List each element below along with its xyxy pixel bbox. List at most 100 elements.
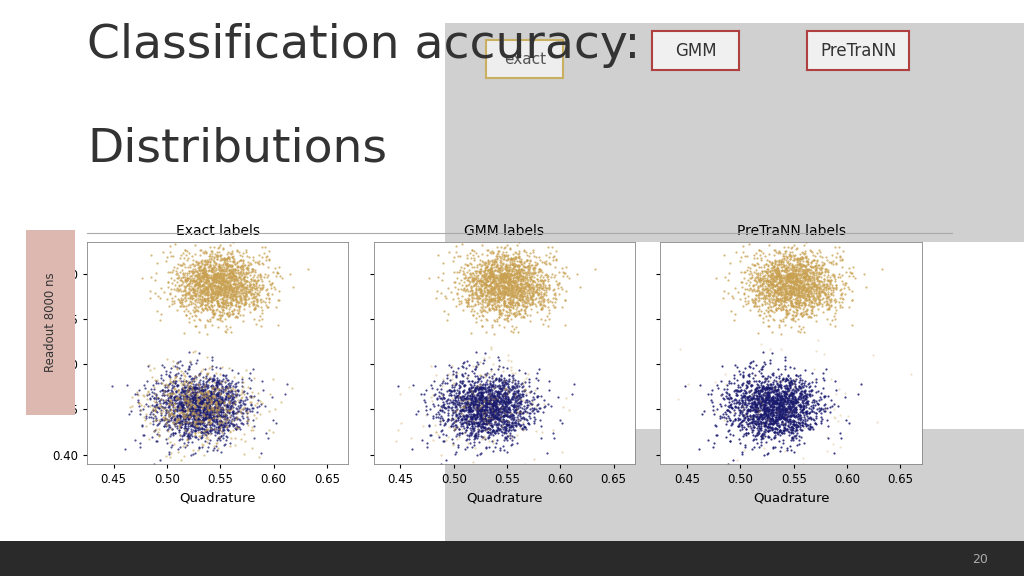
Point xyxy=(509,291,525,301)
Point xyxy=(453,298,469,307)
Point xyxy=(211,376,227,385)
Point xyxy=(205,388,221,397)
Point xyxy=(485,397,502,406)
Point xyxy=(792,310,808,319)
Point xyxy=(185,407,202,416)
Point xyxy=(195,280,211,289)
Point xyxy=(732,252,749,261)
Point xyxy=(157,412,173,422)
Point xyxy=(738,377,755,386)
Point xyxy=(516,259,532,268)
Point xyxy=(198,387,214,396)
Point xyxy=(827,282,844,291)
Point xyxy=(468,286,484,295)
Point xyxy=(206,374,222,384)
Point xyxy=(751,424,767,433)
Point xyxy=(171,402,187,411)
Point xyxy=(481,247,498,256)
Point xyxy=(743,271,760,280)
Point xyxy=(204,405,220,414)
Point xyxy=(222,272,239,281)
Point xyxy=(806,310,822,320)
Point xyxy=(835,295,851,304)
Point xyxy=(178,386,195,395)
Point xyxy=(822,408,839,417)
Point xyxy=(800,291,816,300)
Point xyxy=(569,269,586,278)
Point xyxy=(241,252,257,262)
Point xyxy=(222,271,239,281)
Point xyxy=(244,403,260,412)
Point xyxy=(784,422,801,431)
Point xyxy=(733,393,750,403)
Point xyxy=(245,272,261,282)
Point xyxy=(254,282,270,291)
Point xyxy=(169,365,185,374)
Point xyxy=(732,391,749,400)
Point xyxy=(723,400,739,409)
Point xyxy=(183,419,200,428)
Point xyxy=(158,409,174,418)
Point xyxy=(234,268,251,277)
Point xyxy=(494,281,510,290)
Point xyxy=(207,281,223,290)
Point xyxy=(784,278,801,287)
Point xyxy=(186,388,203,397)
Point xyxy=(189,408,206,418)
Point xyxy=(185,395,202,404)
Point xyxy=(513,274,529,283)
Point xyxy=(496,390,512,399)
Point xyxy=(450,415,466,425)
Point xyxy=(196,268,212,278)
Point xyxy=(817,264,834,274)
Point xyxy=(197,380,213,389)
Point xyxy=(775,414,792,423)
Point xyxy=(757,252,773,261)
Point xyxy=(761,392,777,401)
Point xyxy=(778,285,795,294)
Point xyxy=(499,263,515,272)
Point xyxy=(527,293,544,302)
Point xyxy=(175,400,191,410)
Point xyxy=(237,298,253,307)
Point xyxy=(460,298,476,307)
Point xyxy=(764,266,780,275)
Point xyxy=(473,276,489,286)
Point xyxy=(245,264,261,273)
Point xyxy=(209,418,225,427)
Point xyxy=(180,407,197,416)
Point xyxy=(206,441,222,450)
Point xyxy=(756,409,772,418)
Point xyxy=(164,296,180,305)
Point xyxy=(473,392,489,401)
Point xyxy=(492,383,508,392)
Point xyxy=(771,387,787,396)
Point xyxy=(204,377,220,386)
Point xyxy=(464,398,480,407)
Point xyxy=(220,426,237,435)
Point xyxy=(485,329,502,338)
Point xyxy=(449,411,465,420)
Point xyxy=(457,444,473,453)
Point xyxy=(241,277,257,286)
Point xyxy=(241,293,257,302)
Point xyxy=(199,289,215,298)
Point xyxy=(796,404,812,414)
Point xyxy=(145,406,162,415)
Point xyxy=(214,404,230,414)
Point xyxy=(218,264,234,273)
Point xyxy=(451,383,467,392)
Point xyxy=(811,286,827,295)
Point xyxy=(759,395,775,404)
Point xyxy=(444,397,461,407)
Point xyxy=(449,289,465,298)
Point xyxy=(542,259,558,268)
Point xyxy=(492,256,508,265)
Point xyxy=(475,311,492,320)
Point xyxy=(199,410,215,419)
Point xyxy=(765,388,781,397)
Point xyxy=(473,308,489,317)
Point xyxy=(471,305,487,314)
Point xyxy=(484,304,501,313)
Point xyxy=(154,395,170,404)
